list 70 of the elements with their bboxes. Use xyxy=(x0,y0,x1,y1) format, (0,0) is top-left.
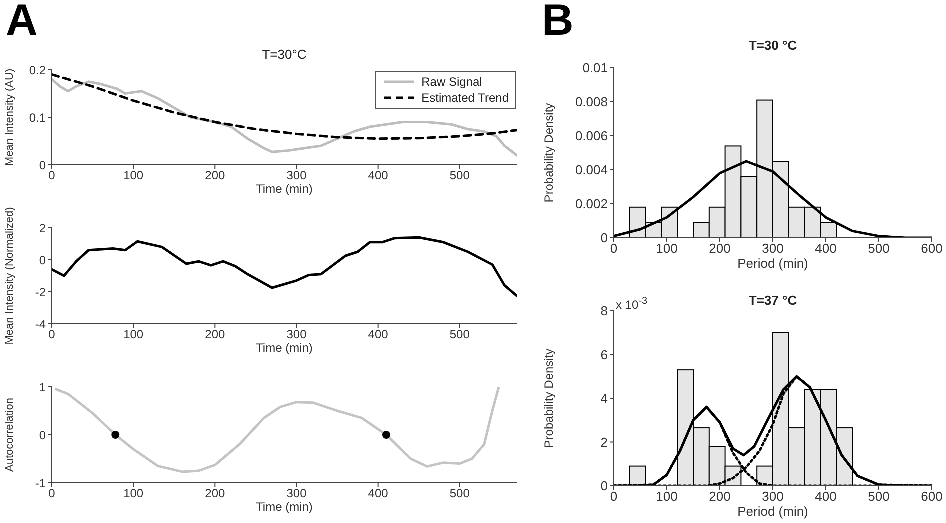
x-axis-title: Time (min) xyxy=(256,182,313,196)
text: A xyxy=(6,0,38,46)
y-axis-title: Mean Intensity (Normalized) xyxy=(4,207,16,345)
legend-label: Estimated Trend xyxy=(422,90,509,106)
chart-title: T=30°C xyxy=(261,47,308,62)
text: B xyxy=(542,0,574,46)
x-tick-label: 600 xyxy=(921,489,943,504)
x-tick-label: 500 xyxy=(450,328,470,342)
y-tick-label: 1 xyxy=(39,380,46,394)
y-tick-label: 0.006 xyxy=(575,128,608,144)
x-tick-label: 100 xyxy=(124,168,144,183)
x-tick-label: 200 xyxy=(205,168,226,183)
x-tick-label: 100 xyxy=(656,241,678,256)
x-tick-label: 0 xyxy=(48,168,56,183)
x-tick-label: 300 xyxy=(286,328,308,342)
y-tick-label: 0 xyxy=(600,230,608,246)
x-tick-label: 600 xyxy=(921,241,943,256)
y-tick-label: 0.002 xyxy=(575,196,608,212)
y-tick-label: 0.004 xyxy=(575,162,608,178)
x-tick-label: 500 xyxy=(450,168,470,183)
x-tick-label: 300 xyxy=(286,168,308,183)
x-tick-label: 400 xyxy=(368,486,389,501)
x-axis-title: Period (min) xyxy=(738,504,808,519)
annotation: x 10$^{-3}$ xyxy=(616,296,648,312)
y-tick-label: 0.1 xyxy=(29,110,46,125)
x-axis-title: Time (min) xyxy=(256,500,313,514)
y-tick-label: 4 xyxy=(600,391,608,406)
y-tick-label: 8 xyxy=(600,304,608,319)
x-tick-label: 500 xyxy=(868,489,890,504)
y-tick-label: 2 xyxy=(39,221,46,236)
x-tick-label: 300 xyxy=(286,486,308,501)
x-axis-title: Period (min) xyxy=(738,256,808,271)
y-tick-label: 0 xyxy=(39,253,46,268)
x-tick-label: 400 xyxy=(815,489,837,504)
x-tick-label: 100 xyxy=(124,486,144,501)
y-tick-label: 6 xyxy=(600,347,608,362)
y-tick-label: 0.2 xyxy=(29,63,46,78)
x-tick-label: 200 xyxy=(205,486,226,501)
y-tick-label: -1 xyxy=(35,476,46,490)
x-tick-label: 100 xyxy=(656,489,678,504)
x-tick-label: 300 xyxy=(762,241,784,256)
x-tick-label: 300 xyxy=(762,489,784,504)
chart-title: T=30 °C xyxy=(748,38,798,53)
x-tick-label: 0 xyxy=(48,486,56,501)
x-tick-label: 400 xyxy=(368,168,389,183)
x-tick-label: 200 xyxy=(709,489,731,504)
x-tick-label: 100 xyxy=(124,328,144,342)
y-tick-label: 2 xyxy=(600,434,608,450)
x-tick-label: 0 xyxy=(610,489,618,504)
legend-label: Raw Signal xyxy=(422,74,482,90)
y-axis-title: Mean Intensity (AU) xyxy=(4,68,16,166)
x-tick-label: 0 xyxy=(610,241,618,256)
y-tick-label: 0 xyxy=(39,428,46,442)
x-axis-title: Time (min) xyxy=(256,341,313,355)
y-axis-title: Autocorrelation xyxy=(4,398,16,472)
x-tick-label: 400 xyxy=(368,328,389,342)
chart-title: T=37 °C xyxy=(748,293,798,308)
x-tick-label: 500 xyxy=(450,486,470,501)
y-tick-label: 0.01 xyxy=(582,60,608,76)
x-tick-label: 200 xyxy=(205,328,226,342)
x-tick-label: 0 xyxy=(48,328,56,342)
y-tick-label: 0.008 xyxy=(575,94,608,110)
y-tick-label: -4 xyxy=(35,317,46,332)
y-tick-label: 0 xyxy=(39,158,46,172)
y-tick-label: -2 xyxy=(35,285,46,300)
x-tick-label: 200 xyxy=(709,241,731,256)
x-tick-label: 400 xyxy=(815,241,837,256)
x-tick-label: 500 xyxy=(868,241,890,256)
y-axis-title: Probability Density xyxy=(542,348,556,448)
y-axis-title: Probability Density xyxy=(542,103,556,203)
